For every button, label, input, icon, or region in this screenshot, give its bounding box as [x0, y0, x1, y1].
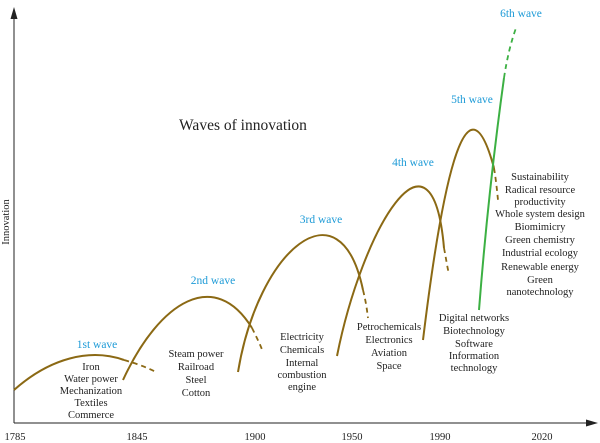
innovation-item: Internal [286, 358, 319, 369]
wave-curves [13, 27, 517, 391]
wave-3-dashed-tail [362, 289, 369, 319]
innovation-item: Software [455, 339, 493, 350]
x-tick-label: 1950 [342, 432, 363, 443]
wave-5-innovations: Digital networks Biotechnology Software … [439, 313, 509, 374]
innovation-item: productivity [514, 197, 566, 208]
x-axis-arrow [586, 419, 598, 427]
wave-labels: 1st wave 2nd wave 3rd wave 4th wave 5th … [77, 8, 542, 351]
x-tick-label: 2020 [532, 432, 553, 443]
innovation-item: Aviation [371, 348, 408, 359]
wave-label: 6th wave [500, 8, 542, 20]
wave-1-dashed-tail [123, 359, 157, 373]
innovation-item: Electricity [280, 332, 324, 343]
wave-6-curve [478, 77, 505, 311]
wave-3-curve [237, 234, 364, 373]
wave-label: 1st wave [77, 339, 118, 351]
wave-4-innovations: Petrochemicals Electronics Aviation Spac… [357, 322, 421, 372]
innovation-item: Commerce [68, 410, 114, 421]
innovation-item: Industrial ecology [502, 248, 579, 259]
wave-3-innovations: Electricity Chemicals Internal combustio… [278, 332, 328, 393]
innovation-item: Digital networks [439, 313, 509, 324]
wave-2-curve [122, 296, 253, 381]
innovation-item: Whole system design [495, 209, 586, 220]
innovation-item: technology [451, 363, 498, 374]
wave-4-curve [336, 185, 445, 357]
innovation-item: Sustainability [511, 172, 570, 183]
innovation-item: Information [449, 351, 500, 362]
innovation-item: Steam power [168, 349, 224, 360]
y-axis-label: Innovation [1, 199, 12, 245]
innovation-item: Biomimicry [515, 222, 566, 233]
wave-6-dashed-tail [503, 27, 517, 79]
wave-label: 2nd wave [191, 275, 235, 287]
innovation-item: Biotechnology [443, 326, 506, 337]
innovation-item: nanotechnology [506, 287, 574, 298]
y-axis-arrow [10, 7, 18, 19]
innovation-item: Steel [186, 375, 207, 386]
wave-4-dashed-tail [443, 247, 450, 275]
innovation-item: Textiles [74, 398, 107, 409]
x-tick-label: 1845 [127, 432, 148, 443]
innovation-item: Iron [82, 362, 100, 373]
wave-1-curve [13, 354, 125, 391]
innovation-item: Green chemistry [505, 235, 575, 246]
wave-label: 4th wave [392, 157, 434, 169]
innovation-item: Electronics [365, 335, 412, 346]
wave-6-innovations: Sustainability Radical resource producti… [495, 172, 586, 298]
innovation-item: Chemicals [280, 345, 324, 356]
wave-1-innovations: Iron Water power Mechanization Textiles … [60, 362, 123, 421]
innovation-item: Renewable energy [501, 262, 579, 273]
innovation-item: Cotton [182, 388, 211, 399]
innovation-item: Space [376, 361, 401, 372]
innovation-item: Water power [64, 374, 118, 385]
innovation-item: combustion [278, 370, 328, 381]
x-tick-labels: 1785 1845 1900 1950 1990 2020 [5, 432, 553, 443]
innovation-item: Radical resource [505, 185, 576, 196]
innovation-item: Railroad [178, 362, 215, 373]
wave-2-innovations: Steam power Railroad Steel Cotton [168, 349, 224, 399]
wave-5-curve [422, 128, 495, 341]
x-tick-label: 1785 [5, 432, 26, 443]
wave-label: 5th wave [451, 94, 493, 106]
wave-label: 3rd wave [300, 214, 342, 226]
innovation-item: Petrochemicals [357, 322, 421, 333]
innovation-item: Green [527, 275, 553, 286]
innovation-item: Mechanization [60, 386, 123, 397]
wave-2-dashed-tail [251, 327, 264, 353]
axes [10, 7, 598, 427]
diagram-title: Waves of innovation [179, 117, 307, 134]
wave-5-dashed-tail [493, 167, 499, 201]
x-tick-label: 1900 [245, 432, 266, 443]
innovation-item: engine [288, 382, 316, 393]
x-tick-label: 1990 [430, 432, 451, 443]
